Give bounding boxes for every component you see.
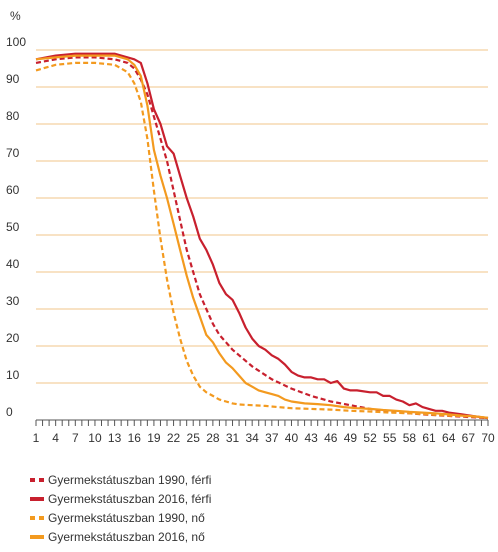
y-tick-labels: 0 10 20 30 40 50 60 70 80 90 100	[6, 35, 26, 419]
legend-swatch	[30, 515, 44, 520]
y-tick-label: 0	[6, 405, 13, 419]
gridlines	[36, 49, 488, 384]
line-chart: % 0 10 20 30 40 50 60 70 80 90 100 1 4 7 10 13 16 19 22 25…	[6, 9, 495, 445]
y-tick-label: 100	[6, 35, 26, 49]
legend-swatch	[30, 534, 44, 539]
y-tick-label: 60	[6, 183, 20, 197]
x-tick-label: 28	[206, 431, 220, 445]
x-tick-label: 13	[108, 431, 122, 445]
y-tick-label: 90	[6, 72, 20, 86]
series-line-3	[35, 61, 489, 419]
x-tick-label: 46	[324, 431, 338, 445]
x-tick-label: 40	[285, 431, 299, 445]
x-tick-label: 19	[147, 431, 161, 445]
legend-swatch	[30, 496, 44, 501]
x-tick-label: 64	[442, 431, 456, 445]
x-tick-label: 4	[52, 431, 59, 445]
x-tick-label: 22	[167, 431, 181, 445]
x-tick-label: 1	[33, 431, 40, 445]
y-axis-label: %	[10, 9, 21, 23]
legend-item: Gyermekstátuszban 1990, férfi	[30, 470, 211, 489]
x-tick-label: 55	[383, 431, 397, 445]
legend-label: Gyermekstátuszban 1990, nő	[48, 510, 205, 525]
legend-item: Gyermekstátuszban 2016, férfi	[30, 489, 211, 508]
x-axis	[35, 419, 489, 426]
x-tick-label: 58	[403, 431, 417, 445]
y-tick-label: 20	[6, 331, 20, 345]
legend-item: Gyermekstátuszban 1990, nő	[30, 508, 211, 527]
y-tick-label: 10	[6, 368, 20, 382]
x-tick-label: 67	[462, 431, 476, 445]
legend-label: Gyermekstátuszban 1990, férfi	[48, 472, 212, 487]
legend-swatch	[30, 477, 44, 482]
x-tick-label: 7	[72, 431, 79, 445]
legend-label: Gyermekstátuszban 2016, nő	[48, 529, 205, 544]
x-tick-label: 70	[481, 431, 495, 445]
y-tick-label: 50	[6, 220, 20, 234]
y-tick-label: 40	[6, 257, 20, 271]
y-tick-label: 80	[6, 109, 20, 123]
x-tick-label: 10	[88, 431, 102, 445]
legend-item: Gyermekstátuszban 2016, nő	[30, 527, 211, 546]
x-tick-label: 52	[363, 431, 377, 445]
x-tick-label: 16	[128, 431, 142, 445]
x-tick-label: 37	[265, 431, 279, 445]
series-line-2	[35, 52, 489, 420]
x-tick-label: 25	[187, 431, 201, 445]
x-tick-label: 49	[344, 431, 358, 445]
legend-label: Gyermekstátuszban 2016, férfi	[48, 491, 212, 506]
x-tick-label: 31	[226, 431, 240, 445]
x-tick-label: 61	[422, 431, 436, 445]
legend: Gyermekstátuszban 1990, férfi Gyermekstát…	[30, 470, 211, 546]
x-tick-label: 43	[304, 431, 318, 445]
y-tick-label: 70	[6, 146, 20, 160]
y-tick-label: 30	[6, 294, 20, 308]
series-lines	[35, 52, 489, 420]
x-tick-labels: 1 4 7 10 13 16 19 22 25 28 31 34 37 40 43 46 49 52 55 58 61 6…	[33, 431, 495, 445]
series-line-1	[35, 56, 489, 420]
series-line-4	[35, 54, 489, 419]
x-tick-label: 34	[245, 431, 259, 445]
